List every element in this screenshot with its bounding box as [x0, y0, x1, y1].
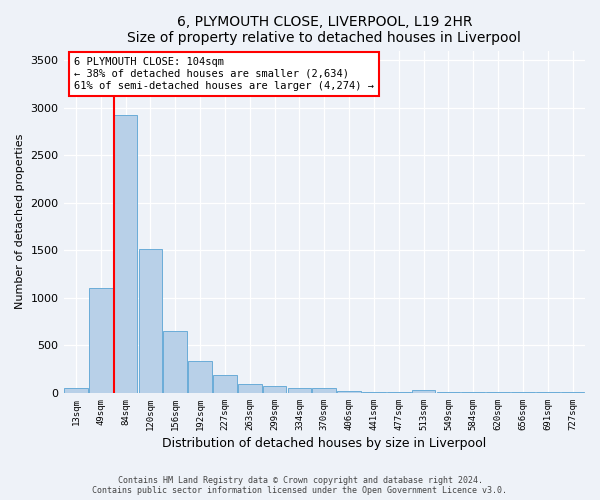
Text: 6 PLYMOUTH CLOSE: 104sqm
← 38% of detached houses are smaller (2,634)
61% of sem: 6 PLYMOUTH CLOSE: 104sqm ← 38% of detach… — [74, 58, 374, 90]
Bar — [263, 386, 286, 393]
Bar — [114, 115, 137, 393]
X-axis label: Distribution of detached houses by size in Liverpool: Distribution of detached houses by size … — [162, 437, 487, 450]
Bar — [64, 388, 88, 393]
Text: Contains HM Land Registry data © Crown copyright and database right 2024.
Contai: Contains HM Land Registry data © Crown c… — [92, 476, 508, 495]
Bar — [362, 392, 386, 393]
Bar — [139, 250, 162, 393]
Title: 6, PLYMOUTH CLOSE, LIVERPOOL, L19 2HR
Size of property relative to detached hous: 6, PLYMOUTH CLOSE, LIVERPOOL, L19 2HR Si… — [127, 15, 521, 45]
Bar — [213, 376, 237, 393]
Y-axis label: Number of detached properties: Number of detached properties — [15, 134, 25, 310]
Bar — [313, 388, 336, 393]
Bar — [238, 384, 262, 393]
Bar — [89, 288, 113, 393]
Bar — [412, 390, 436, 393]
Bar — [188, 360, 212, 393]
Bar — [163, 331, 187, 393]
Bar — [337, 391, 361, 393]
Bar — [287, 388, 311, 393]
Bar — [387, 392, 410, 393]
